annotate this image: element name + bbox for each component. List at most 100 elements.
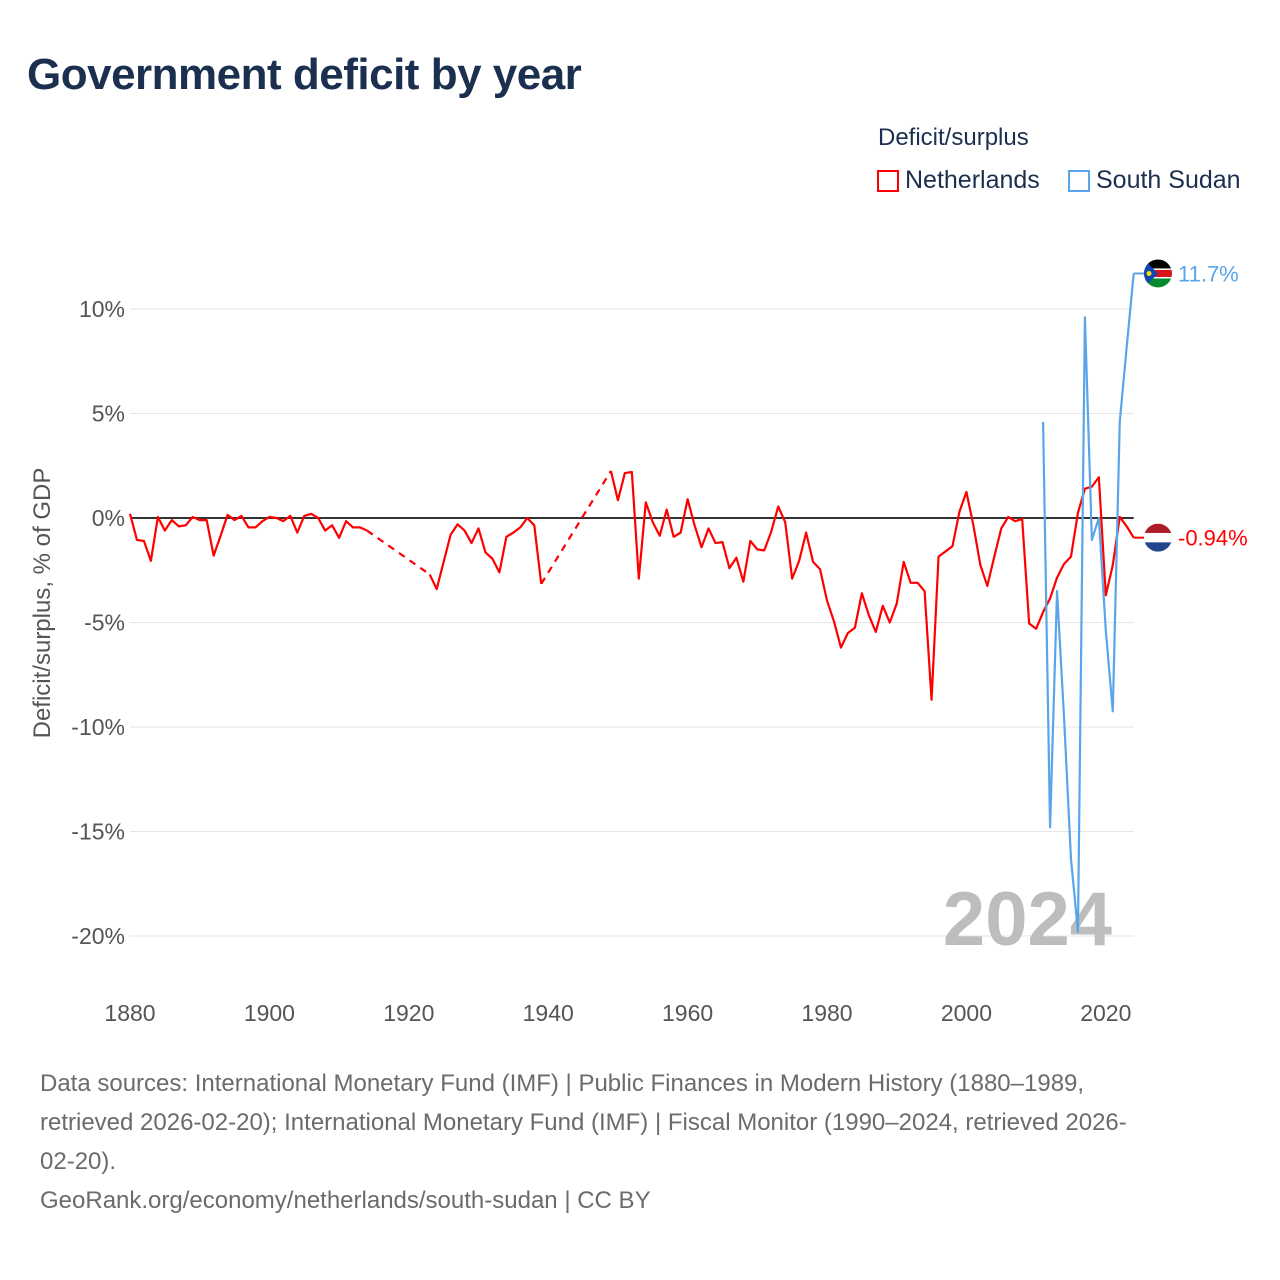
data-point[interactable]	[726, 565, 732, 571]
legend-item-south-sudan[interactable]: South Sudan	[1068, 166, 1241, 195]
data-point[interactable]	[733, 555, 739, 561]
data-point[interactable]	[127, 511, 133, 517]
data-point[interactable]	[336, 535, 342, 541]
data-point[interactable]	[496, 569, 502, 575]
data-point[interactable]	[148, 558, 154, 564]
data-point[interactable]	[615, 497, 621, 503]
data-point[interactable]	[225, 512, 231, 518]
data-point[interactable]	[329, 522, 335, 528]
data-point[interactable]	[845, 630, 851, 636]
data-point[interactable]	[1033, 626, 1039, 632]
data-point[interactable]	[1089, 537, 1095, 543]
data-point[interactable]	[239, 513, 245, 519]
legend-item-netherlands[interactable]: Netherlands	[877, 166, 1040, 195]
data-point[interactable]	[489, 556, 495, 562]
data-point[interactable]	[831, 618, 837, 624]
data-point[interactable]	[685, 496, 691, 502]
data-point[interactable]	[636, 576, 642, 582]
data-point[interactable]	[531, 522, 537, 528]
data-point[interactable]	[350, 524, 356, 530]
data-point[interactable]	[915, 580, 921, 586]
data-point[interactable]	[608, 468, 614, 474]
data-point[interactable]	[824, 598, 830, 604]
data-point[interactable]	[922, 588, 928, 594]
data-point[interactable]	[322, 528, 328, 534]
data-point[interactable]	[252, 524, 258, 530]
data-point[interactable]	[280, 518, 286, 524]
data-point[interactable]	[1068, 856, 1074, 862]
data-point[interactable]	[1124, 523, 1130, 529]
data-point[interactable]	[1061, 714, 1067, 720]
data-point[interactable]	[1047, 824, 1053, 830]
data-point[interactable]	[817, 566, 823, 572]
data-point[interactable]	[1061, 561, 1067, 567]
data-point[interactable]	[977, 562, 983, 568]
data-point[interactable]	[1082, 314, 1088, 320]
data-point[interactable]	[1096, 515, 1102, 521]
data-point[interactable]	[956, 509, 962, 515]
data-point[interactable]	[232, 517, 238, 523]
data-point[interactable]	[936, 554, 942, 560]
data-point[interactable]	[908, 580, 914, 586]
data-point[interactable]	[427, 571, 433, 577]
data-point[interactable]	[141, 538, 147, 544]
data-point[interactable]	[810, 559, 816, 565]
data-point[interactable]	[622, 470, 628, 476]
data-point[interactable]	[664, 507, 670, 513]
data-point[interactable]	[1103, 628, 1109, 634]
data-point[interactable]	[503, 534, 509, 540]
data-point[interactable]	[1096, 474, 1102, 480]
data-point[interactable]	[1040, 419, 1046, 425]
data-point[interactable]	[169, 517, 175, 523]
data-point[interactable]	[782, 519, 788, 525]
data-point[interactable]	[775, 504, 781, 510]
data-point[interactable]	[1110, 562, 1116, 568]
data-point[interactable]	[706, 525, 712, 531]
data-point[interactable]	[887, 620, 893, 626]
data-point[interactable]	[873, 629, 879, 635]
data-point[interactable]	[754, 546, 760, 552]
data-point[interactable]	[176, 523, 182, 529]
data-point[interactable]	[678, 530, 684, 536]
data-point[interactable]	[448, 532, 454, 538]
data-point[interactable]	[1124, 344, 1130, 350]
data-point[interactable]	[434, 586, 440, 592]
data-point[interactable]	[364, 528, 370, 534]
data-point[interactable]	[301, 513, 307, 519]
data-point[interactable]	[629, 469, 635, 475]
data-point[interactable]	[1047, 595, 1053, 601]
source-link[interactable]: GeoRank.org/economy/netherlands/south-su…	[40, 1187, 651, 1214]
data-point[interactable]	[469, 540, 475, 546]
data-point[interactable]	[1026, 621, 1032, 627]
data-point[interactable]	[719, 539, 725, 545]
data-point[interactable]	[894, 601, 900, 607]
data-point[interactable]	[650, 519, 656, 525]
data-point[interactable]	[1019, 516, 1025, 522]
data-point[interactable]	[524, 515, 530, 521]
data-point[interactable]	[838, 645, 844, 651]
data-point[interactable]	[796, 558, 802, 564]
data-point[interactable]	[866, 612, 872, 618]
data-point[interactable]	[1012, 518, 1018, 524]
data-point[interactable]	[287, 513, 293, 519]
data-point[interactable]	[657, 533, 663, 539]
data-point[interactable]	[970, 522, 976, 528]
data-point[interactable]	[211, 553, 217, 559]
data-point[interactable]	[183, 522, 189, 528]
data-point[interactable]	[901, 559, 907, 565]
data-point[interactable]	[943, 548, 949, 554]
data-point[interactable]	[162, 528, 168, 534]
data-point[interactable]	[747, 538, 753, 544]
data-point[interactable]	[259, 518, 265, 524]
data-point[interactable]	[1040, 609, 1046, 615]
data-point[interactable]	[929, 697, 935, 703]
data-point[interactable]	[1075, 510, 1081, 516]
data-point[interactable]	[462, 528, 468, 534]
data-point[interactable]	[998, 525, 1004, 531]
data-point[interactable]	[482, 549, 488, 555]
data-point[interactable]	[455, 521, 461, 527]
data-point[interactable]	[315, 515, 321, 521]
data-point[interactable]	[266, 514, 272, 520]
data-point[interactable]	[712, 540, 718, 546]
data-point[interactable]	[949, 543, 955, 549]
